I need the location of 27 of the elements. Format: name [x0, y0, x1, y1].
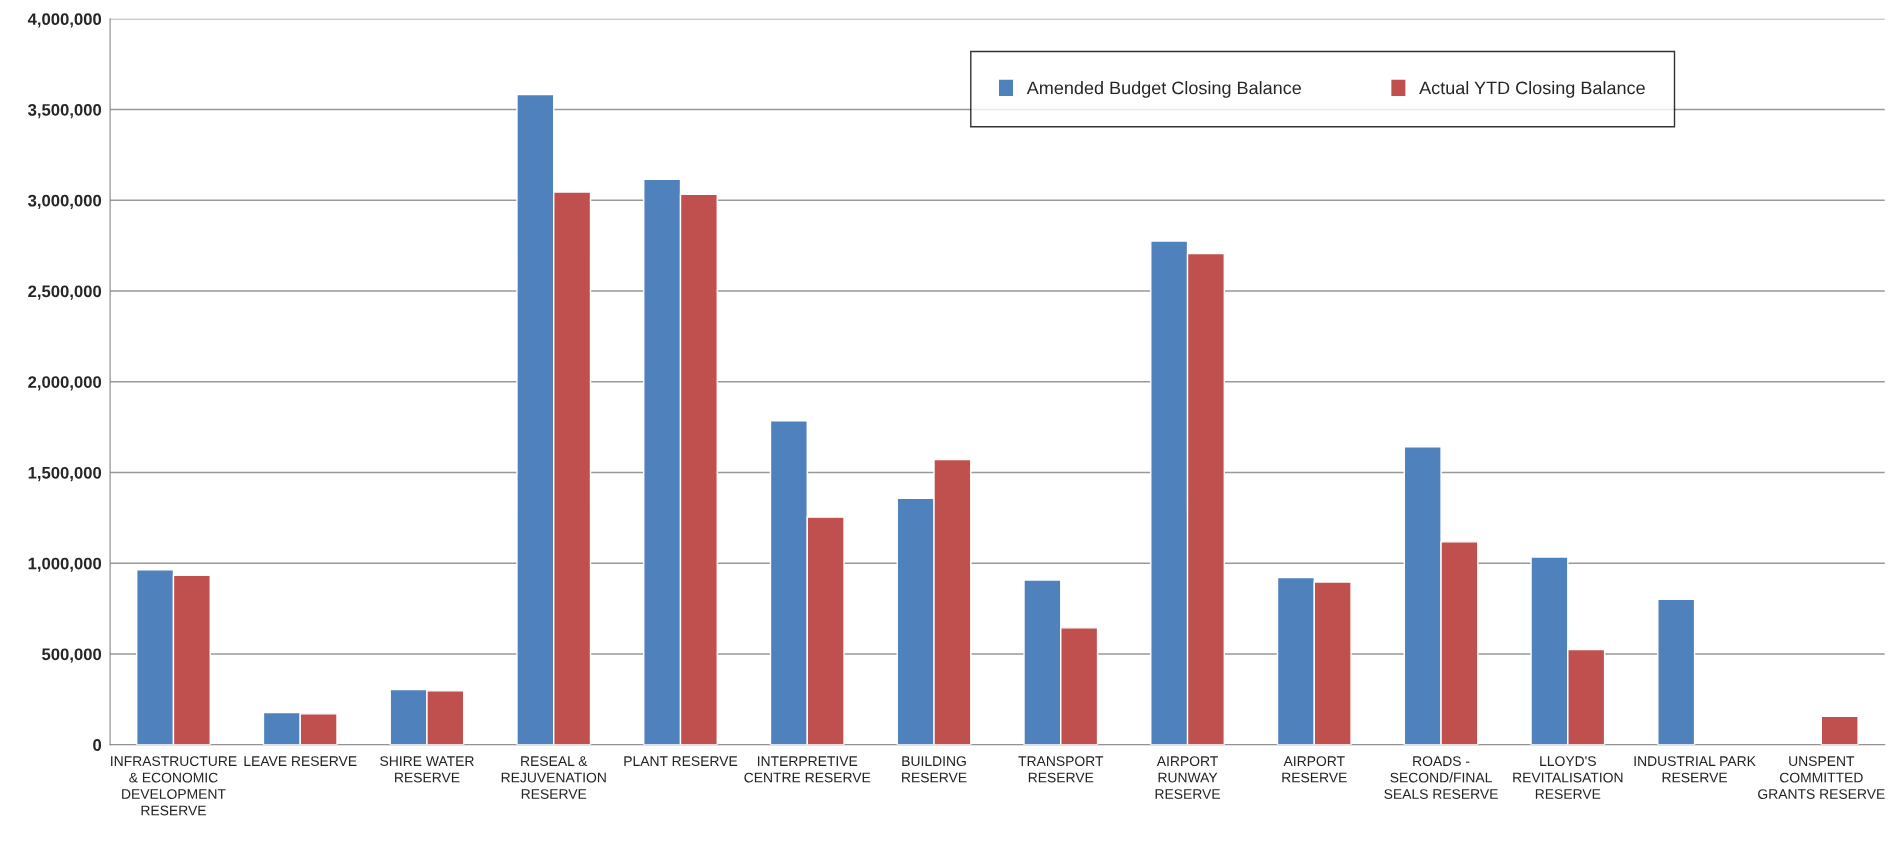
x-tick-label: TRANSPORT RESERVE	[1018, 756, 1104, 783]
x-tick-label: SHIRE WATER RESERVE	[380, 756, 474, 783]
y-tick-label: 1,500,000	[28, 466, 102, 482]
legend-label: Amended Budget Closing Balance	[1026, 81, 1301, 98]
y-tick-label: 1,000,000	[28, 557, 102, 572]
x-tick-label: BUILDING RESERVE	[902, 756, 967, 783]
y-tick-label: 500,000	[42, 648, 102, 663]
y-tick-label: 3,500,000	[28, 103, 102, 119]
y-tick-label: 3,000,000	[28, 194, 102, 209]
x-tick-label: PLANT RESERVE	[624, 756, 738, 767]
x-tick-label: AIRPORT RUNWAY RESERVE	[1155, 756, 1221, 799]
x-tick-label: INDUSTRIAL PARK RESERVE	[1634, 756, 1756, 783]
bar	[1657, 598, 1696, 745]
y-tick-label: 2,000,000	[28, 376, 102, 391]
y-tick-label: 0	[93, 739, 102, 751]
x-tick-label: LEAVE RESERVE	[244, 756, 357, 767]
x-tick-label: LLOYD'S REVITALISATION RESERVE	[1513, 756, 1623, 799]
x-tick-label: RESEAL & REJUVENATION RESERVE	[501, 756, 606, 799]
legend-label: Actual YTD Closing Balance	[1419, 81, 1645, 98]
y-tick-label: 4,000,000	[27, 13, 102, 28]
x-tick-label: INTERPRETIVE CENTRE RESERVE	[744, 756, 871, 783]
bar	[1820, 715, 1859, 745]
y-tick-label: 2,500,000	[28, 285, 102, 300]
x-tick-label: ROADS - SECOND/FINAL SEALS RESERVE	[1384, 756, 1498, 799]
x-tick-label: INFRASTRUCTURE & ECONOMIC DEVELOPMENT RESERVE	[111, 756, 237, 816]
x-tick-label: UNSPENT COMMITTED GRANTS RESERVE	[1758, 756, 1885, 799]
x-tick-label: AIRPORT RESERVE	[1282, 756, 1347, 783]
